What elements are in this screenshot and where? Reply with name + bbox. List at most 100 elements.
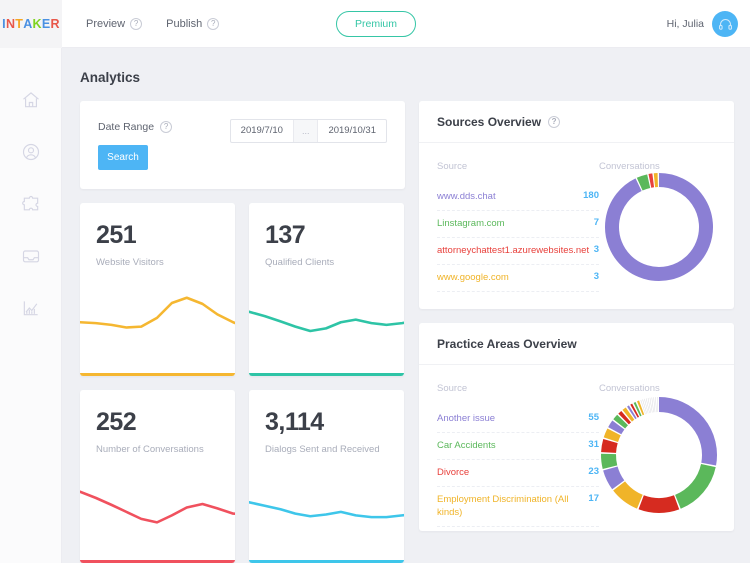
avatar[interactable] [712, 11, 738, 37]
donut-segment[interactable] [626, 405, 637, 420]
donut-chart-svg [600, 397, 717, 513]
donut-segment[interactable] [612, 481, 643, 509]
sidebar-item-analytics[interactable] [19, 296, 43, 320]
practice-areas-donut-chart [599, 383, 718, 527]
table-row[interactable]: Car Accidents 31 [437, 433, 599, 460]
sidebar-item-home[interactable] [19, 88, 43, 112]
help-icon[interactable]: ? [130, 17, 143, 30]
donut-segment[interactable] [636, 400, 644, 416]
donut-segment[interactable] [658, 397, 717, 466]
help-icon[interactable]: ? [207, 17, 220, 30]
nav-publish[interactable]: Publish ? [166, 17, 220, 30]
date-range-label-row: Date Range ? [98, 121, 387, 133]
stat-value: 137 [265, 221, 306, 249]
row-conversations-value: 17 [588, 493, 599, 504]
page-title: Analytics [80, 70, 141, 85]
stat-accent-bar [249, 373, 404, 376]
help-icon[interactable]: ? [160, 121, 173, 133]
donut-segment[interactable] [629, 403, 639, 418]
row-source-label: Divorce [437, 467, 470, 478]
user-icon [22, 143, 39, 161]
stat-card: 3,114 Dialogs Sent and Received [249, 390, 404, 563]
table-row[interactable]: Employment Discrimination (All kinds) 17 [437, 487, 599, 527]
logo-letter: E [41, 16, 51, 31]
donut-segment[interactable] [636, 173, 650, 191]
table-row[interactable]: www.google.com 3 [437, 265, 599, 292]
sources-table-header: Source Conversations [437, 161, 660, 172]
donut-segment[interactable] [600, 453, 617, 469]
practice-col-source: Source [437, 383, 468, 394]
donut-segment[interactable] [638, 495, 679, 513]
sources-overview-title: Sources Overview [437, 114, 542, 129]
help-icon[interactable]: ? [548, 115, 561, 128]
sources-col-source: Source [437, 161, 468, 172]
sidebar-item-profile[interactable] [19, 140, 43, 164]
donut-segment[interactable] [607, 420, 624, 435]
sources-table: Source Conversations www.dds.chat 180 Lins… [437, 161, 660, 292]
logo-letter: N [5, 16, 16, 31]
donut-segment[interactable] [648, 172, 654, 188]
logo-letter: A [23, 16, 33, 31]
stat-label: Qualified Clients [265, 257, 335, 268]
row-source-label: Linstagram.com [437, 218, 505, 229]
date-range-separator: ... [292, 120, 319, 142]
donut-segment[interactable] [612, 414, 628, 429]
row-conversations-value: 3 [593, 244, 599, 255]
sparkline [249, 469, 404, 539]
row-conversations-value: 3 [593, 271, 599, 282]
donut-segment[interactable] [600, 438, 618, 454]
table-row[interactable]: www.dds.chat 180 [437, 184, 599, 211]
row-source-label: Car Accidents [437, 440, 496, 451]
stat-accent-bar [80, 373, 235, 376]
row-conversations-value: 180 [583, 190, 599, 201]
dashboard-columns: Date Range ? 2019/7/10 ... 2019/10/31 Se… [62, 85, 750, 563]
nav-preview-label: Preview [86, 17, 126, 30]
sparkline [249, 282, 404, 352]
home-icon [22, 92, 39, 108]
donut-segment[interactable] [622, 407, 634, 422]
stat-label: Number of Conversations [96, 444, 204, 455]
practice-areas-row-list: Another issue 55 Car Accidents 31 Divorce 23 E… [437, 406, 599, 527]
donut-segment[interactable] [604, 172, 713, 281]
stat-value: 252 [96, 408, 137, 436]
practice-areas-table-header: Source Conversations [437, 383, 660, 394]
sources-donut-chart [599, 161, 718, 292]
table-row[interactable]: Linstagram.com 7 [437, 211, 599, 238]
donut-segment[interactable] [674, 463, 716, 509]
search-button[interactable]: Search [98, 145, 148, 170]
table-row[interactable]: attorneychattest1.azurewebsites.net 3 [437, 238, 599, 265]
nav-preview[interactable]: Preview ? [86, 17, 143, 30]
donut-segment[interactable] [617, 410, 631, 425]
start-date-input[interactable]: 2019/7/10 [240, 125, 283, 136]
logo-letter: I [2, 16, 6, 31]
logo-letter: T [15, 16, 24, 31]
table-row[interactable]: Another issue 55 [437, 406, 599, 433]
practice-areas-title: Practice Areas Overview [437, 336, 577, 351]
nav-publish-label: Publish [166, 17, 203, 30]
row-source-label: attorneychattest1.azurewebsites.net [437, 245, 590, 256]
end-date-input[interactable]: 2019/10/31 [328, 125, 376, 136]
sidebar-item-inbox[interactable] [19, 244, 43, 268]
premium-button[interactable]: Premium [336, 11, 416, 37]
table-row[interactable]: Divorce 23 [437, 460, 599, 487]
stat-accent-bar [249, 560, 404, 563]
sidebar-item-integrations[interactable] [19, 192, 43, 216]
right-column: Sources Overview ? Source Conversations … [419, 101, 734, 563]
donut-segment[interactable] [602, 466, 624, 490]
date-range-card: Date Range ? 2019/7/10 ... 2019/10/31 Se… [80, 101, 405, 189]
row-conversations-value: 23 [588, 466, 599, 477]
donut-segment[interactable] [603, 428, 621, 443]
donut-segment[interactable] [633, 401, 642, 417]
stat-value: 3,114 [265, 408, 324, 436]
date-range-label: Date Range [98, 121, 155, 133]
practice-areas-panel: Practice Areas Overview Source Conversat… [419, 323, 734, 531]
practice-areas-table: Source Conversations Another issue 55 Car … [437, 383, 660, 527]
main-content: Analytics Date Range ? 2019/7/10 ... 201… [62, 48, 750, 563]
practice-areas-body: Source Conversations Another issue 55 Car … [419, 365, 734, 541]
row-conversations-value: 55 [588, 412, 599, 423]
date-range-inputs: 2019/7/10 ... 2019/10/31 [229, 119, 387, 143]
row-conversations-value: 7 [593, 217, 599, 228]
